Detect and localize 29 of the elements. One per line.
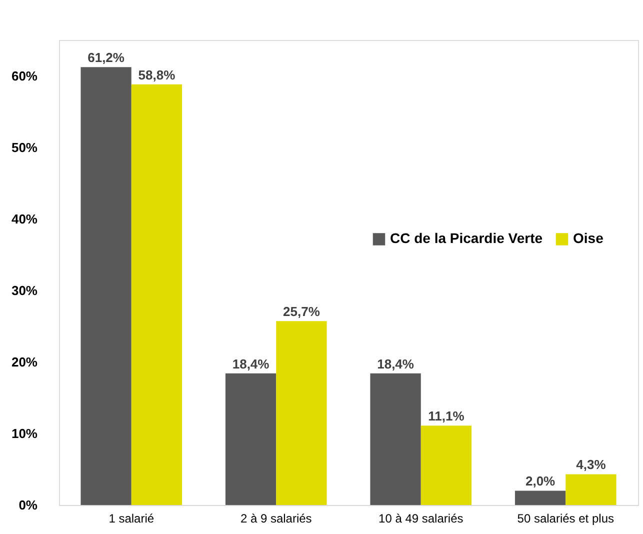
data-label: 61,2%: [88, 50, 125, 66]
bar: [566, 474, 616, 505]
data-label: 4,3%: [576, 457, 606, 472]
y-tick-label: 0%: [18, 498, 38, 512]
bar: [420, 426, 472, 505]
data-label: 18,4%: [232, 356, 270, 372]
x-tick-label: 1 salarié: [108, 512, 154, 526]
legend-label: CC de la Picardie Verte: [390, 230, 543, 246]
y-tick-label: 40%: [11, 211, 38, 226]
data-label: 25,7%: [283, 304, 320, 320]
data-label: 18,4%: [377, 356, 414, 372]
data-label: 58,8%: [138, 67, 176, 82]
y-tick-label: 10%: [11, 426, 38, 441]
y-tick-label: 60%: [11, 68, 38, 84]
x-tick-label: 2 à 9 salariés: [240, 512, 312, 526]
y-tick-label: 50%: [11, 140, 38, 155]
x-tick-label: 10 à 49 salariés: [378, 512, 464, 526]
y-tick-label: 20%: [11, 354, 38, 370]
legend-label: Oise: [573, 230, 604, 246]
bar: [131, 84, 182, 505]
bar: [276, 321, 327, 505]
bar: [370, 373, 421, 505]
bar: [225, 373, 276, 505]
data-label: 11,1%: [428, 408, 465, 424]
bar: [80, 67, 132, 505]
data-label: 2,0%: [525, 474, 556, 489]
bar: [514, 490, 566, 505]
x-tick-label: 50 salariés et plus: [517, 512, 614, 526]
y-tick-label: 30%: [11, 282, 38, 298]
